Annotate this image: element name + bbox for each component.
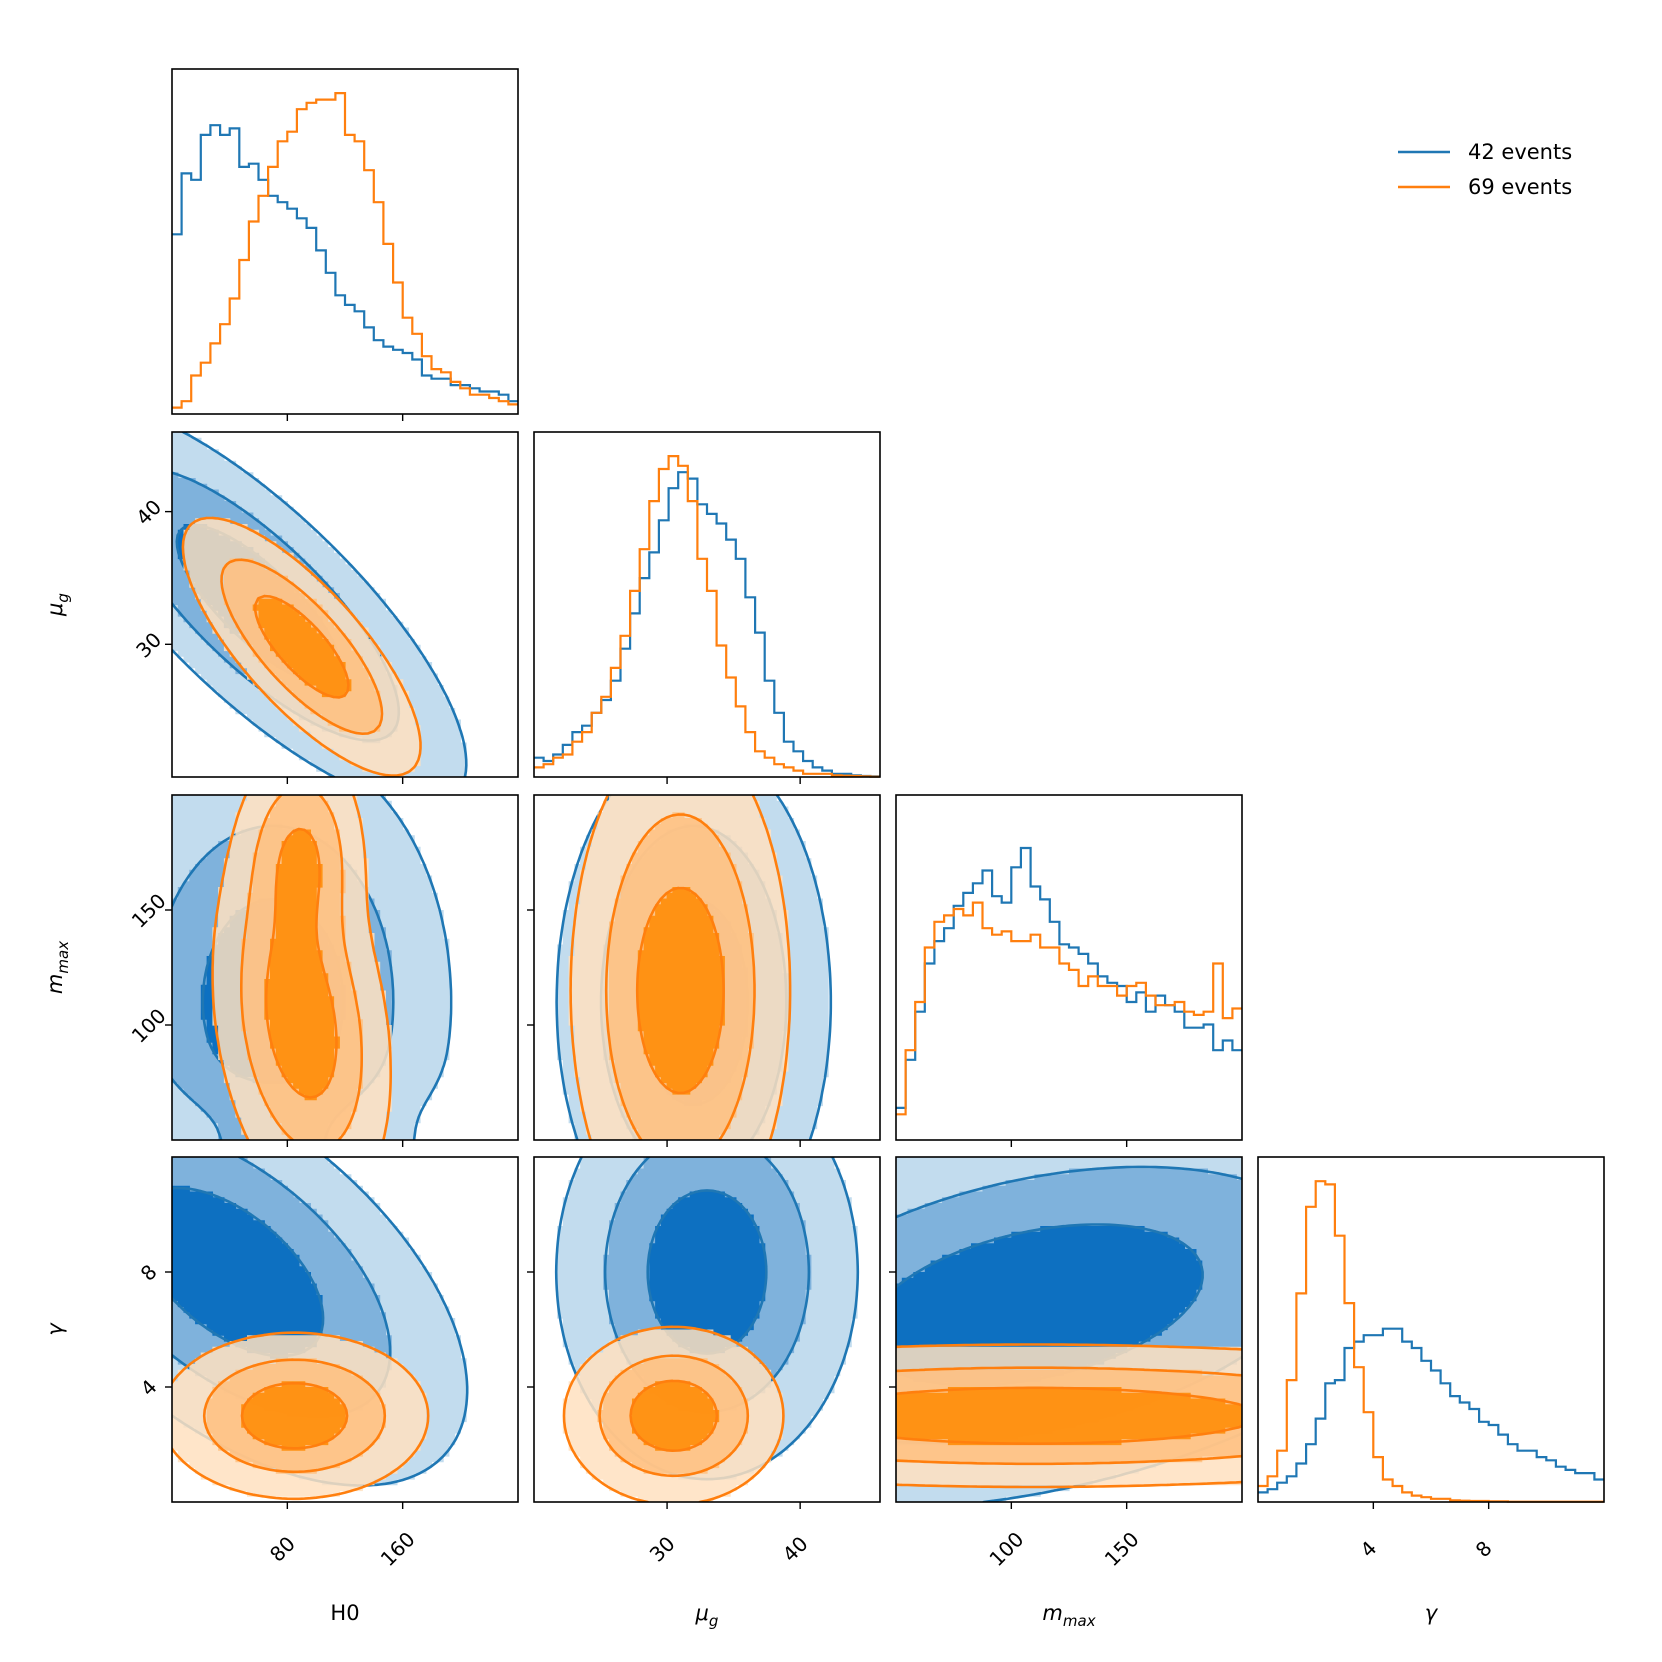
panel-frame-H0-m_max xyxy=(171,794,519,1141)
contour-line-69-level-2 xyxy=(896,1366,1242,1466)
panel-frame-H0-mu_g xyxy=(171,431,519,778)
x-tick-label-gamma: 8 xyxy=(1471,1536,1497,1562)
contour-line-69-level-2 xyxy=(604,813,756,1140)
panel-frame-mu_g-mu_g xyxy=(533,431,881,778)
density-fill-69-level-3 xyxy=(252,598,352,698)
panel-frame-m_max-m_max xyxy=(895,794,1243,1141)
contour-group-mu_g-m_max xyxy=(555,795,833,1140)
x-tick-label-mu_g: 30 xyxy=(645,1532,680,1567)
density-fill-69-level-3 xyxy=(637,887,725,1095)
contour-line-69-level-2 xyxy=(598,1354,750,1478)
contour-line-69-level-2 xyxy=(202,1358,387,1474)
contour-line-69-level-1 xyxy=(211,795,392,1140)
histogram-H0-42-events xyxy=(172,124,518,403)
contour-line-42-level-1 xyxy=(172,432,468,777)
y-axis-label-gamma: γ xyxy=(43,1322,67,1336)
contour-line-42-level-1 xyxy=(379,795,453,1140)
histogram-gamma-42-events xyxy=(1258,1327,1604,1494)
contour-group-mu_g-gamma xyxy=(554,1157,860,1502)
x-axis-label-mu_g: μg xyxy=(695,1601,719,1630)
density-fill-69-level-3 xyxy=(896,1387,1242,1446)
density-fill-69-level-3 xyxy=(241,1381,346,1451)
x-axis-label-H0: H0 xyxy=(330,1601,359,1625)
panel-frame-H0-H0 xyxy=(171,68,519,415)
y-tick-label-mu_g: 40 xyxy=(131,495,166,530)
y-tick-label-gamma: 8 xyxy=(136,1260,162,1286)
x-tick-label-m_max: 150 xyxy=(1100,1527,1144,1571)
y-tick-label-mu_g: 30 xyxy=(131,628,166,663)
x-tick-label-m_max: 100 xyxy=(984,1527,1028,1571)
density-fill-42-level-3 xyxy=(172,1185,323,1359)
contour-line-69-level-1 xyxy=(896,1343,1242,1489)
y-axis-label-m_max: mmax xyxy=(43,941,72,994)
contour-line-69-level-2 xyxy=(220,558,384,735)
x-axis-label-gamma: γ xyxy=(1425,1601,1439,1625)
panel-frame-mu_g-gamma xyxy=(533,1156,881,1503)
panels: H0 30 40 μg μg 100 150 mmax mmax 80 160 4 8 30 40 100 15… xyxy=(43,68,1605,1630)
contour-line-69-level-3 xyxy=(240,1381,349,1450)
contour-line-69-level-3 xyxy=(264,827,338,1099)
legend-label-42-events: 42 events xyxy=(1468,140,1572,164)
contour-line-69-level-3 xyxy=(896,1386,1242,1445)
contour-line-69-level-3 xyxy=(635,886,725,1095)
y-tick-label-gamma: 4 xyxy=(136,1375,162,1401)
legend-label-69-events: 69 events xyxy=(1468,175,1572,199)
y-axis-label-mu_g: μg xyxy=(43,593,72,617)
legend: 42 events 69 events xyxy=(1398,140,1572,199)
density-fill-42-level-3 xyxy=(649,1191,766,1354)
panel-frame-m_max-gamma xyxy=(895,1156,1243,1503)
x-tick-label-mu_g: 40 xyxy=(778,1532,813,1567)
x-tick-label-gamma: 4 xyxy=(1355,1536,1381,1562)
density-fill-69-level-3 xyxy=(264,829,340,1101)
contour-line-69-level-1 xyxy=(172,1331,430,1501)
contour-line-69-level-3 xyxy=(253,594,350,699)
panel-frame-H0-gamma xyxy=(171,1156,519,1503)
x-tick-label-H0: 160 xyxy=(376,1527,420,1571)
contour-group-H0-m_max xyxy=(172,795,453,1140)
histogram-mu_g-42-events xyxy=(534,471,880,778)
contour-line-69-level-1 xyxy=(181,516,422,777)
contour-line-69-level-3 xyxy=(629,1379,719,1452)
panel-frame-mu_g-m_max xyxy=(533,794,881,1141)
histogram-H0-69-events xyxy=(172,92,518,409)
histogram-m_max-42-events xyxy=(896,846,1242,1109)
contour-group-H0-mu_g xyxy=(172,432,468,777)
contour-line-42-level-1 xyxy=(555,795,833,1140)
histogram-mu_g-69-events xyxy=(534,455,880,778)
x-tick-label-H0: 80 xyxy=(265,1532,300,1567)
histogram-gamma-69-events xyxy=(1258,1180,1604,1503)
histogram-m_max-69-events xyxy=(896,901,1242,1116)
y-tick-label-m_max: 100 xyxy=(127,1004,171,1048)
contour-group-H0-gamma xyxy=(172,1157,469,1501)
y-tick-label-m_max: 150 xyxy=(127,889,171,933)
density-fill-69-level-3 xyxy=(632,1381,720,1451)
x-axis-label-m_max: mmax xyxy=(1042,1601,1095,1630)
panel-frame-gamma-gamma xyxy=(1257,1156,1605,1503)
contour-group-m_max-gamma xyxy=(896,1157,1242,1502)
